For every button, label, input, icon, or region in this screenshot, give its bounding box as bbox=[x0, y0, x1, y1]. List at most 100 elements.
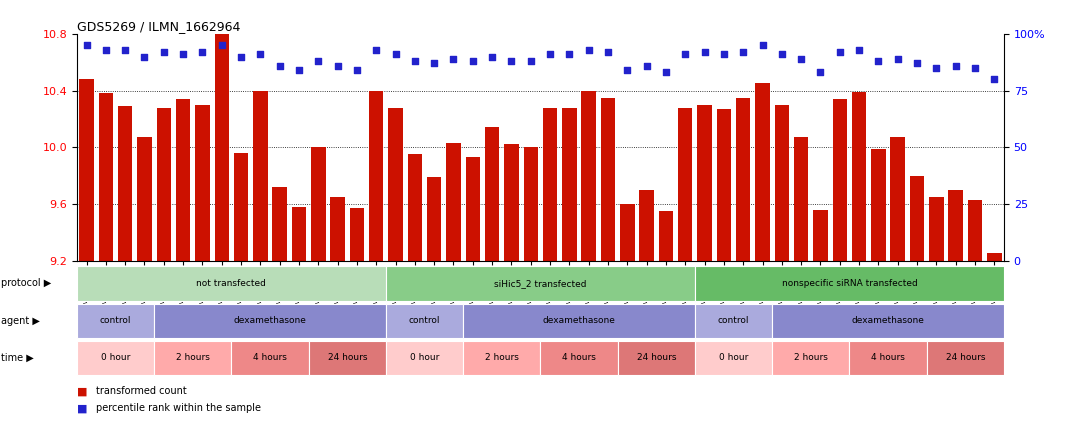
Bar bbox=[849, 341, 927, 375]
Bar bbox=[446, 143, 460, 261]
Bar bbox=[215, 31, 229, 261]
Point bbox=[367, 47, 384, 53]
Bar bbox=[408, 154, 422, 261]
Point bbox=[696, 49, 713, 55]
Point bbox=[174, 51, 191, 58]
Point bbox=[214, 42, 231, 49]
Text: 2 hours: 2 hours bbox=[794, 353, 828, 363]
Bar bbox=[370, 91, 383, 261]
Point bbox=[580, 47, 597, 53]
Text: time ▶: time ▶ bbox=[1, 353, 34, 363]
Text: nonspecific siRNA transfected: nonspecific siRNA transfected bbox=[782, 279, 917, 288]
Text: GDS5269 / ILMN_1662964: GDS5269 / ILMN_1662964 bbox=[77, 20, 240, 33]
Bar bbox=[695, 266, 1004, 300]
Point bbox=[406, 58, 423, 64]
Bar bbox=[485, 127, 500, 261]
Bar bbox=[138, 137, 152, 261]
Text: agent ▶: agent ▶ bbox=[1, 316, 40, 326]
Bar bbox=[774, 104, 789, 261]
Bar bbox=[813, 209, 828, 261]
Bar bbox=[794, 137, 808, 261]
Point bbox=[618, 67, 635, 74]
Bar bbox=[232, 341, 309, 375]
Point bbox=[290, 67, 308, 74]
Bar bbox=[195, 104, 209, 261]
Bar bbox=[311, 147, 326, 261]
Bar bbox=[234, 153, 248, 261]
Bar bbox=[272, 187, 287, 261]
Text: 2 hours: 2 hours bbox=[485, 353, 519, 363]
Bar bbox=[927, 341, 1004, 375]
Point bbox=[561, 51, 578, 58]
Point bbox=[541, 51, 559, 58]
Bar bbox=[948, 190, 963, 261]
Bar bbox=[117, 106, 132, 261]
Text: percentile rank within the sample: percentile rank within the sample bbox=[96, 403, 261, 413]
Point bbox=[754, 42, 771, 49]
Point bbox=[194, 49, 211, 55]
Text: siHic5_2 transfected: siHic5_2 transfected bbox=[494, 279, 586, 288]
Bar bbox=[968, 200, 983, 261]
Point bbox=[252, 51, 269, 58]
Bar bbox=[695, 304, 772, 338]
Bar bbox=[386, 266, 695, 300]
Bar bbox=[464, 341, 540, 375]
Point bbox=[812, 69, 829, 76]
Bar bbox=[910, 176, 924, 261]
Text: 0 hour: 0 hour bbox=[719, 353, 749, 363]
Bar bbox=[833, 99, 847, 261]
Bar bbox=[695, 341, 772, 375]
Point bbox=[155, 49, 172, 55]
Bar bbox=[617, 341, 695, 375]
Point bbox=[658, 69, 675, 76]
Point bbox=[792, 55, 810, 62]
Bar bbox=[98, 93, 113, 261]
Text: control: control bbox=[718, 316, 750, 325]
Text: dexamethasone: dexamethasone bbox=[543, 316, 615, 325]
Bar bbox=[386, 304, 464, 338]
Bar bbox=[389, 107, 403, 261]
Text: protocol ▶: protocol ▶ bbox=[1, 278, 51, 288]
Text: not transfected: not transfected bbox=[197, 279, 266, 288]
Bar bbox=[891, 137, 905, 261]
Point bbox=[716, 51, 733, 58]
Bar bbox=[292, 207, 307, 261]
Point bbox=[445, 55, 462, 62]
Bar bbox=[987, 253, 1002, 261]
Bar bbox=[77, 341, 154, 375]
Bar bbox=[349, 208, 364, 261]
Point bbox=[484, 53, 501, 60]
Point bbox=[677, 51, 694, 58]
Point bbox=[831, 49, 848, 55]
Bar bbox=[386, 341, 464, 375]
Point bbox=[116, 47, 134, 53]
Bar bbox=[929, 197, 943, 261]
Text: 4 hours: 4 hours bbox=[253, 353, 287, 363]
Text: 0 hour: 0 hour bbox=[410, 353, 439, 363]
Point bbox=[947, 62, 964, 69]
Point bbox=[599, 49, 616, 55]
Bar bbox=[523, 147, 538, 261]
Point bbox=[233, 53, 250, 60]
Point bbox=[465, 58, 482, 64]
Point bbox=[928, 64, 945, 71]
Text: ■: ■ bbox=[77, 386, 88, 396]
Point bbox=[909, 60, 926, 67]
Bar bbox=[466, 157, 480, 261]
Point bbox=[310, 58, 327, 64]
Bar bbox=[736, 98, 751, 261]
Text: 4 hours: 4 hours bbox=[562, 353, 596, 363]
Bar bbox=[79, 79, 94, 261]
Bar bbox=[157, 107, 171, 261]
Point bbox=[136, 53, 153, 60]
Text: dexamethasone: dexamethasone bbox=[851, 316, 925, 325]
Point bbox=[271, 62, 288, 69]
Point bbox=[773, 51, 790, 58]
Text: 24 hours: 24 hours bbox=[637, 353, 676, 363]
Bar bbox=[464, 304, 695, 338]
Bar bbox=[852, 92, 866, 261]
Bar bbox=[621, 204, 634, 261]
Bar bbox=[540, 341, 617, 375]
Bar bbox=[77, 266, 386, 300]
Bar bbox=[717, 109, 732, 261]
